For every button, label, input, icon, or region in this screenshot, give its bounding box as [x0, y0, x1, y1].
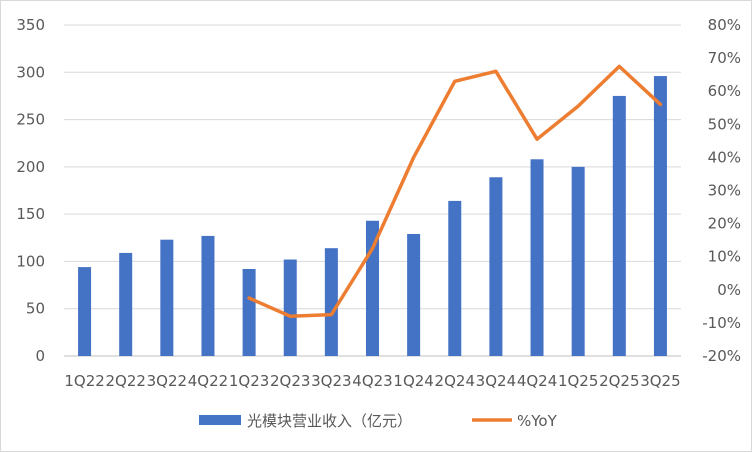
left-tick-label: 100 [16, 252, 45, 270]
left-tick-label: 0 [35, 347, 45, 365]
line-series [247, 64, 663, 319]
right-tick-label: 40% [708, 148, 741, 166]
bar [530, 159, 544, 356]
left-tick-label: 250 [16, 111, 45, 129]
bar [653, 76, 667, 356]
left-tick-label: 150 [16, 205, 45, 223]
right-tick-label: -10% [702, 314, 741, 332]
right-tick-label: 60% [708, 82, 741, 100]
x-tick-label: 1Q24 [393, 372, 433, 390]
legend: 光模块营业收入（亿元） %YoY [199, 412, 558, 430]
right-tick-label: 50% [708, 115, 741, 133]
legend-bar-label: 光模块营业收入（亿元） [247, 412, 412, 430]
bar [119, 252, 133, 356]
x-tick-label: 4Q22 [188, 372, 228, 390]
right-tick-label: 80% [708, 16, 741, 34]
right-tick-label: -20% [702, 347, 741, 365]
bar [612, 95, 626, 356]
x-axis-ticks: 1Q22 2Q22 3Q22 4Q22 1Q23 2Q23 3Q23 4Q23 1Q24 2Q24… [64, 372, 680, 390]
right-tick-label: 10% [708, 248, 741, 266]
left-tick-label: 200 [16, 158, 45, 176]
right-tick-label: 70% [708, 49, 741, 67]
left-tick-label: 350 [16, 16, 45, 34]
bar-series [78, 76, 667, 356]
bar [571, 166, 585, 356]
left-axis-ticks: 0 50 100 150 200 250 300 350 [16, 16, 45, 365]
bar [448, 200, 462, 356]
x-tick-label: 1Q23 [229, 372, 269, 390]
x-tick-label: 2Q22 [105, 372, 145, 390]
right-tick-label: 30% [708, 182, 741, 200]
x-tick-label: 1Q22 [64, 372, 104, 390]
legend-line-label: %YoY [517, 412, 558, 430]
x-tick-label: 3Q24 [476, 372, 516, 390]
bar [201, 235, 215, 356]
x-tick-label: 3Q23 [311, 372, 351, 390]
bar [489, 177, 503, 356]
bar [283, 259, 297, 356]
bar [242, 268, 256, 356]
right-axis-ticks: -20% -10% 0% 10% 20% 30% 40% 50% 60% 70% 80% [702, 16, 741, 365]
right-tick-label: 20% [708, 215, 741, 233]
bar [160, 239, 174, 356]
x-tick-label: 3Q22 [147, 372, 187, 390]
x-tick-label: 2Q25 [599, 372, 639, 390]
bar [78, 267, 92, 356]
bar [407, 234, 421, 356]
x-tick-label: 1Q25 [558, 372, 598, 390]
legend-bar-swatch [199, 415, 241, 425]
right-tick-label: 0% [717, 281, 741, 299]
x-tick-label: 4Q23 [352, 372, 392, 390]
bar [324, 248, 338, 356]
x-tick-label: 2Q24 [435, 372, 475, 390]
x-tick-label: 2Q23 [270, 372, 310, 390]
x-tick-label: 3Q25 [640, 372, 680, 390]
x-tick-label: 4Q24 [517, 372, 557, 390]
left-tick-label: 50 [26, 300, 45, 318]
left-tick-label: 300 [16, 63, 45, 81]
